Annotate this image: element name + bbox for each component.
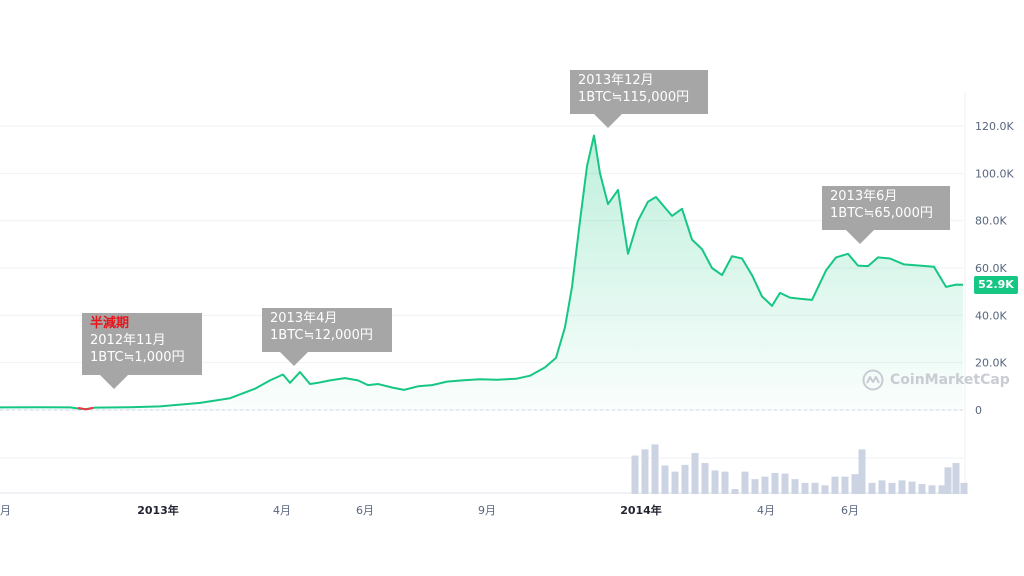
- volume-bar: [661, 465, 669, 494]
- x-tick-label: 2014年: [620, 503, 662, 517]
- volume-bar: [908, 481, 916, 494]
- annotation-date: 2012年11月: [90, 333, 166, 348]
- y-axis: 0 20.0K 40.0K 60.0K 80.0K 100.0K 120.0K: [975, 120, 1014, 417]
- volume-bar: [651, 444, 659, 494]
- watermark: CoinMarketCap: [862, 369, 1010, 391]
- volume-bar: [741, 471, 749, 494]
- price-area: [0, 135, 963, 410]
- annotation-price: 1BTC≒12,000円: [270, 328, 373, 343]
- volume-bars: [631, 444, 968, 494]
- volume-bar: [711, 470, 719, 494]
- x-tick-label: 6月: [841, 504, 859, 517]
- y-tick-label: 0: [975, 404, 982, 417]
- volume-bar: [858, 449, 866, 494]
- x-tick-label: 9月: [478, 504, 496, 517]
- coinmarketcap-logo-icon: [862, 369, 884, 391]
- watermark-text: CoinMarketCap: [890, 372, 1010, 388]
- volume-bar: [751, 479, 759, 494]
- annotation-price: 1BTC≒1,000円: [90, 350, 185, 365]
- volume-bar: [771, 472, 779, 494]
- y-tick-label: 120.0K: [975, 120, 1014, 133]
- price-line: [0, 134, 964, 411]
- annotation-halving: 半減期 2012年11月 1BTC≒1,000円: [82, 313, 202, 389]
- annotation-2013-apr: 2013年4月 1BTC≒12,000円: [262, 308, 392, 366]
- annotation-2013-jun: 2013年6月 1BTC≒65,000円: [822, 186, 950, 244]
- y-tick-label: 40.0K: [975, 309, 1007, 322]
- volume-bar: [691, 453, 699, 494]
- annotation-date: 2013年12月: [578, 73, 654, 88]
- volume-bar: [944, 467, 952, 494]
- y-tick-label: 60.0K: [975, 262, 1007, 275]
- volume-bar: [781, 473, 789, 494]
- volume-bar: [641, 449, 649, 494]
- volume-bar: [851, 474, 859, 494]
- y-tick-label: 100.0K: [975, 167, 1014, 180]
- volume-bar: [671, 471, 679, 494]
- price-line-path: [0, 134, 964, 411]
- volume-bar: [841, 476, 849, 494]
- annotation-date: 2013年6月: [830, 189, 898, 204]
- volume-bar: [831, 476, 839, 494]
- y-tick-label: 20.0K: [975, 357, 1007, 370]
- volume-bar: [868, 482, 876, 494]
- volume-bar: [631, 455, 639, 494]
- y-tick-label: 80.0K: [975, 215, 1007, 228]
- volume-bar: [960, 482, 968, 494]
- x-tick-label: 6月: [356, 504, 374, 517]
- x-tick-label: 4月: [757, 504, 775, 517]
- volume-bar: [801, 482, 809, 494]
- x-tick-label: 4月: [273, 504, 291, 517]
- volume-bar: [791, 479, 799, 494]
- volume-bar: [888, 482, 896, 494]
- volume-bar: [811, 482, 819, 494]
- volume-bar: [878, 480, 886, 494]
- annotation-2013-dec: 2013年12月 1BTC≒115,000円: [570, 70, 708, 128]
- volume-bar: [731, 489, 739, 494]
- volume-bar: [681, 464, 689, 494]
- current-price-badge: 52.9K: [974, 276, 1018, 294]
- volume-bar: [928, 485, 936, 494]
- annotation-price: 1BTC≒65,000円: [830, 206, 933, 221]
- volume-bar: [898, 480, 906, 494]
- price-area-fill: [0, 135, 963, 410]
- volume-bar: [721, 471, 729, 494]
- annotation-price: 1BTC≒115,000円: [578, 90, 690, 105]
- volume-bar: [761, 476, 769, 494]
- volume-bar: [952, 463, 960, 494]
- volume-bar: [938, 485, 946, 494]
- volume-bar: [701, 463, 709, 494]
- annotation-date: 2013年4月: [270, 311, 338, 326]
- annotation-highlight: 半減期: [90, 316, 130, 331]
- volume-bar: [918, 484, 926, 494]
- price-dip-segment: [77, 406, 94, 411]
- volume-bar: [821, 485, 829, 494]
- x-tick-label: 月: [0, 504, 11, 517]
- x-tick-label: 2013年: [137, 503, 179, 517]
- x-axis: 月 2013年 4月 6月 9月 2014年 4月 6月: [0, 503, 859, 517]
